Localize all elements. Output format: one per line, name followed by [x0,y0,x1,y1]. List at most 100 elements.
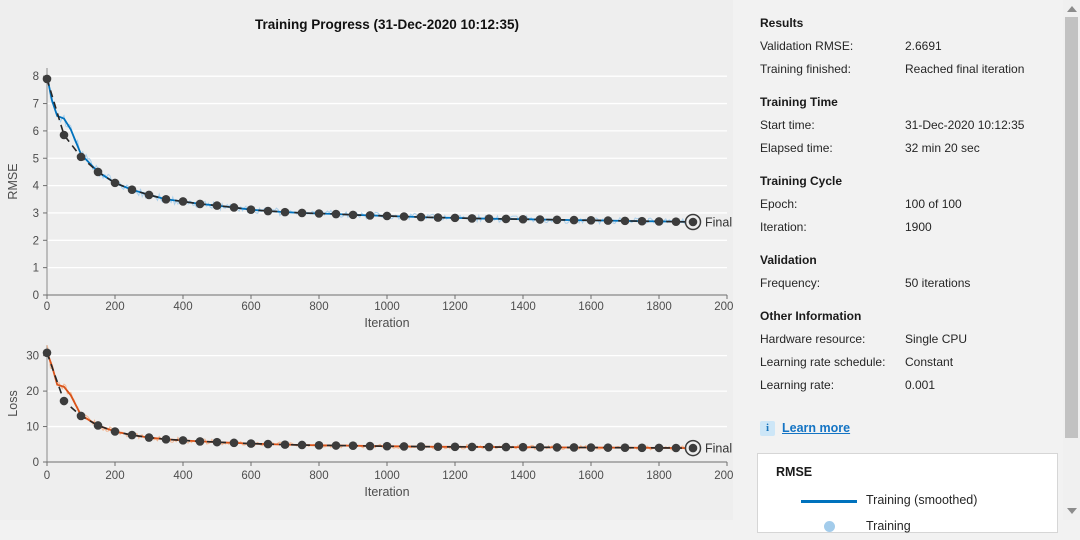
validation-marker [484,214,494,223]
loss-chart: 0 200 400 600 800 1000 1200 1400 1600 1800 2000010… [6,344,740,499]
y-tick-label: 30 [26,351,39,363]
panel-row-value: 1900 [905,220,932,234]
scrollbar-thumb[interactable] [1065,17,1078,438]
legend-card: RMSE Training (smoothed) Training [757,453,1058,533]
x-tick-label: 1000 [374,470,400,482]
panel-section: Training Time Start time: 31-Dec-2020 10:1… [760,91,1050,160]
x-tick-label: 0 [44,301,50,313]
validation-marker [297,208,307,218]
panel-row: Elapsed time: 32 min 20 sec [760,137,1050,160]
validation-marker [195,199,205,209]
x-tick-label: 1400 [510,470,536,482]
final-label: Final [705,442,732,456]
validation-marker [76,411,86,421]
validation-marker [467,442,477,452]
results-panel: Results Validation RMSE: 2.6691 Training fi… [733,0,1080,533]
validation-marker [212,201,222,210]
panel-section: Results Validation RMSE: 2.6691 Training fi… [760,12,1050,81]
validation-marker [671,443,681,453]
panel-row-label: Frequency: [760,276,821,290]
panel-row-label: Training finished: [760,62,851,76]
validation-marker [603,443,613,452]
panel-row: Start time: 31-Dec-2020 10:12:35 [760,114,1050,137]
y-tick-label: 0 [33,290,39,302]
validation-marker [382,211,392,221]
validation-marker [552,443,562,452]
validation-marker [603,216,613,225]
validation-marker [501,442,511,452]
validation-marker [280,440,290,449]
panel-row-label: Elapsed time: [760,141,833,155]
x-tick-label: 1800 [646,301,672,313]
y-tick-label: 5 [33,153,39,165]
validation-marker [178,436,188,445]
learn-more-row: i Learn more [760,418,850,438]
validation-marker [229,438,239,448]
validation-marker [195,437,205,446]
validation-marker [297,440,307,450]
validation-marker [263,206,273,216]
x-tick-label: 800 [309,470,328,482]
validation-marker [399,212,409,221]
y-tick-label: 1 [33,263,39,275]
validation-marker [586,443,596,452]
panel-row-label: Start time: [760,118,815,132]
y-tick-label: 6 [33,126,39,138]
y-tick-label: 2 [33,235,39,247]
panel-row-label: Hardware resource: [760,332,866,346]
panel-row: Hardware resource: Single CPU [760,328,1050,351]
validation-marker [144,433,154,442]
panel-row-value: 2.6691 [905,39,942,53]
x-tick-label: 200 [105,470,124,482]
validation-marker [433,213,443,222]
validation-marker [212,437,222,447]
validation-marker [637,216,647,226]
validation-marker [110,178,120,188]
validation-marker [42,348,52,358]
validation-line [46,352,694,449]
info-icon: i [760,420,775,436]
learn-more-link[interactable]: Learn more [782,421,851,435]
validation-marker [399,442,409,451]
x-tick-label: 600 [241,301,260,313]
validation-marker [552,215,562,225]
validation-marker [144,190,154,200]
validation-marker [450,213,460,223]
validation-marker [416,442,426,451]
legend-item-label: Training (smoothed) [866,493,978,507]
validation-marker [42,74,52,84]
scroll-up-icon[interactable] [1067,6,1077,12]
panel-sections: Results Validation RMSE: 2.6691 Training fi… [760,12,1050,407]
validation-marker [416,212,426,222]
rmse-chart: 0 200 400 600 800 1000 1200 1400 1600 1800 2000012… [6,68,740,330]
validation-marker [59,396,69,406]
panel-row-label: Epoch: [760,197,798,211]
validation-marker [331,209,341,219]
panel-row: Validation RMSE: 2.6691 [760,35,1050,58]
x-tick-label: 1400 [510,301,536,313]
validation-marker [314,209,324,218]
panel-row: Training finished: Reached final iteratio… [760,58,1050,81]
final-marker [688,443,698,453]
validation-marker [331,441,341,450]
panel-scrollbar[interactable] [1063,0,1080,520]
y-axis-label: Loss [6,390,20,416]
validation-marker [654,443,664,453]
validation-marker [93,167,103,177]
validation-marker [76,152,86,162]
validation-marker [161,435,171,444]
panel-section-header: Training Time [760,95,838,109]
validation-marker [620,443,630,453]
panel-row-value: Reached final iteration [905,62,1025,76]
validation-marker [280,207,290,217]
y-tick-label: 3 [33,208,39,220]
validation-marker [314,441,324,450]
training-progress-window: Training Progress (31-Dec-2020 10:12:35)… [6,0,1080,533]
plots-region: Training Progress (31-Dec-2020 10:12:35)… [6,17,740,499]
validation-marker [246,205,256,214]
panel-row-value: 32 min 20 sec [905,141,980,155]
scroll-down-icon[interactable] [1067,508,1077,514]
validation-marker [433,442,443,452]
panel-row: Epoch: 100 of 100 [760,193,1050,216]
y-tick-label: 7 [33,99,39,111]
